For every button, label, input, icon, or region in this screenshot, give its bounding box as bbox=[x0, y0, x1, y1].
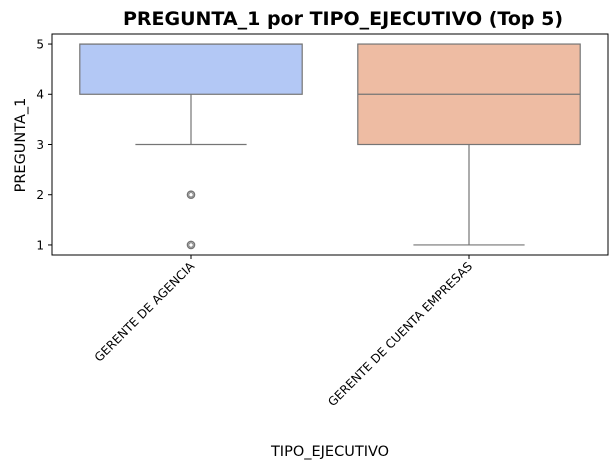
box-group bbox=[357, 43, 581, 246]
outlier-point bbox=[188, 242, 194, 248]
x-tick-label: GERENTE DE AGENCIA bbox=[92, 259, 198, 365]
outlier-point bbox=[186, 240, 196, 250]
y-tick-label: 4 bbox=[36, 88, 44, 102]
x-axis: GERENTE DE AGENCIA GERENTE DE CUENTA EMPR… bbox=[92, 255, 475, 409]
box-group bbox=[79, 43, 303, 250]
box bbox=[79, 43, 303, 95]
x-axis-label: TIPO_EJECUTIVO bbox=[270, 444, 389, 460]
y-tick-label: 2 bbox=[36, 188, 44, 202]
y-axis-label: PREGUNTA_1 bbox=[13, 98, 29, 193]
outlier-point bbox=[188, 192, 194, 198]
x-tick-label: GERENTE DE CUENTA EMPRESAS bbox=[325, 259, 475, 409]
y-tick-label: 5 bbox=[36, 37, 44, 51]
plot-area bbox=[79, 43, 581, 250]
y-tick-label: 1 bbox=[36, 238, 44, 252]
y-axis: 1 2 3 4 5 bbox=[36, 37, 52, 252]
outlier-point bbox=[186, 190, 196, 200]
y-tick-label: 3 bbox=[36, 138, 44, 152]
chart-title: PREGUNTA_1 por TIPO_EJECUTIVO (Top 5) bbox=[123, 8, 563, 30]
